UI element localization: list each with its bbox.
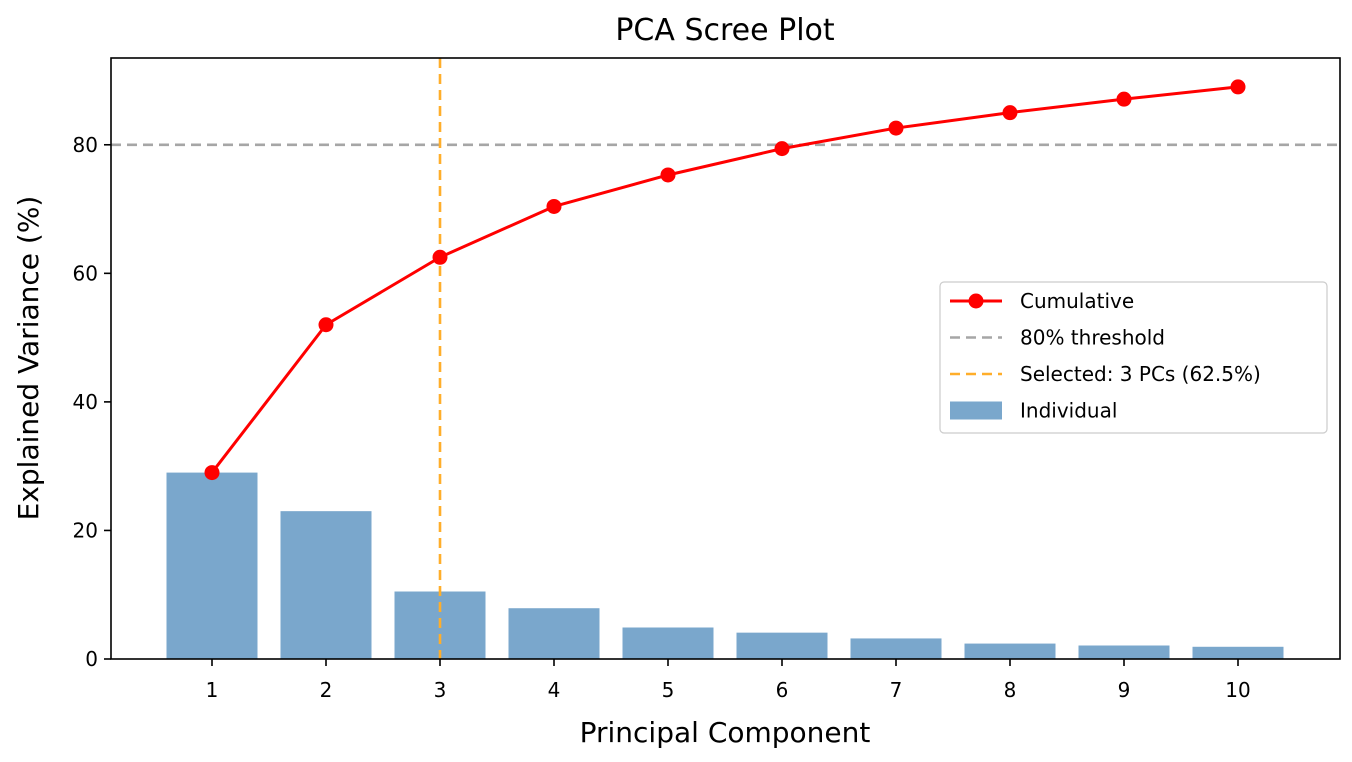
legend-label: Selected: 3 PCs (62.5%) bbox=[1020, 362, 1261, 386]
bar-pc-10 bbox=[1192, 646, 1284, 659]
x-axis-title: Principal Component bbox=[580, 716, 871, 749]
bar-pc-4 bbox=[508, 608, 600, 659]
x-tick-label: 1 bbox=[206, 678, 219, 702]
legend-key-patch bbox=[950, 401, 1002, 420]
cumulative-point-pc-10 bbox=[1230, 79, 1246, 95]
bar-pc-5 bbox=[622, 627, 714, 659]
legend-item[interactable]: 80% threshold bbox=[950, 326, 1165, 350]
x-tick-label: 10 bbox=[1225, 678, 1250, 702]
cumulative-point-pc-9 bbox=[1116, 91, 1132, 107]
x-tick-label: 6 bbox=[776, 678, 789, 702]
cumulative-point-pc-7 bbox=[888, 120, 904, 136]
legend-items: Cumulative 80% threshold Selected: 3 PCs (… bbox=[950, 289, 1261, 423]
x-tick-label: 8 bbox=[1004, 678, 1017, 702]
bar-pc-6 bbox=[736, 632, 828, 659]
bar-pc-2 bbox=[280, 511, 372, 659]
x-tick-label: 7 bbox=[890, 678, 903, 702]
x-tick-label: 2 bbox=[320, 678, 333, 702]
x-tick-label: 5 bbox=[662, 678, 675, 702]
cumulative-point-pc-8 bbox=[1002, 105, 1018, 121]
y-tick-label: 0 bbox=[85, 647, 98, 671]
chart-title: PCA Scree Plot bbox=[615, 13, 835, 48]
legend-box bbox=[939, 281, 1328, 434]
cumulative-point-pc-1 bbox=[204, 465, 220, 481]
cumulative-point-pc-3 bbox=[432, 249, 448, 265]
bars-layer bbox=[166, 472, 1284, 659]
y-tick-label: 40 bbox=[73, 390, 98, 414]
legend-item[interactable]: Cumulative bbox=[950, 289, 1134, 313]
y-tick-label: 60 bbox=[73, 261, 98, 285]
y-tick-label: 20 bbox=[73, 518, 98, 542]
bar-pc-1 bbox=[166, 472, 258, 659]
reference-lines-layer bbox=[111, 58, 1340, 659]
axes-layer: 0 20 40 60 80 1 2 3 4 5 6 7 8 9 10 bbox=[73, 133, 1251, 702]
cumulative-point-pc-6 bbox=[774, 141, 790, 157]
cumulative-point-pc-2 bbox=[318, 317, 334, 333]
y-tick-label: 80 bbox=[73, 133, 98, 157]
legend-label: Cumulative bbox=[1020, 289, 1134, 313]
cumulative-line bbox=[210, 85, 1239, 474]
cumulative-point-pc-5 bbox=[660, 167, 676, 183]
cumulative-line-layer bbox=[204, 79, 1246, 481]
legend-label: Individual bbox=[1020, 399, 1117, 423]
x-tick-label: 9 bbox=[1118, 678, 1131, 702]
legend-item[interactable]: Selected: 3 PCs (62.5%) bbox=[950, 362, 1261, 386]
legend-item[interactable]: Individual bbox=[950, 399, 1117, 423]
bar-pc-9 bbox=[1078, 645, 1170, 659]
cumulative-point-pc-4 bbox=[546, 198, 562, 214]
x-tick-label: 4 bbox=[548, 678, 561, 702]
plot-frame bbox=[110, 57, 1341, 660]
y-axis-title: Explained Variance (%) bbox=[12, 196, 45, 521]
legend[interactable]: Cumulative 80% threshold Selected: 3 PCs (… bbox=[939, 281, 1328, 434]
bar-pc-7 bbox=[850, 638, 942, 659]
bar-pc-8 bbox=[964, 643, 1056, 659]
x-tick-label: 3 bbox=[434, 678, 447, 702]
legend-label: 80% threshold bbox=[1020, 326, 1165, 350]
legend-key-marker bbox=[968, 293, 984, 309]
